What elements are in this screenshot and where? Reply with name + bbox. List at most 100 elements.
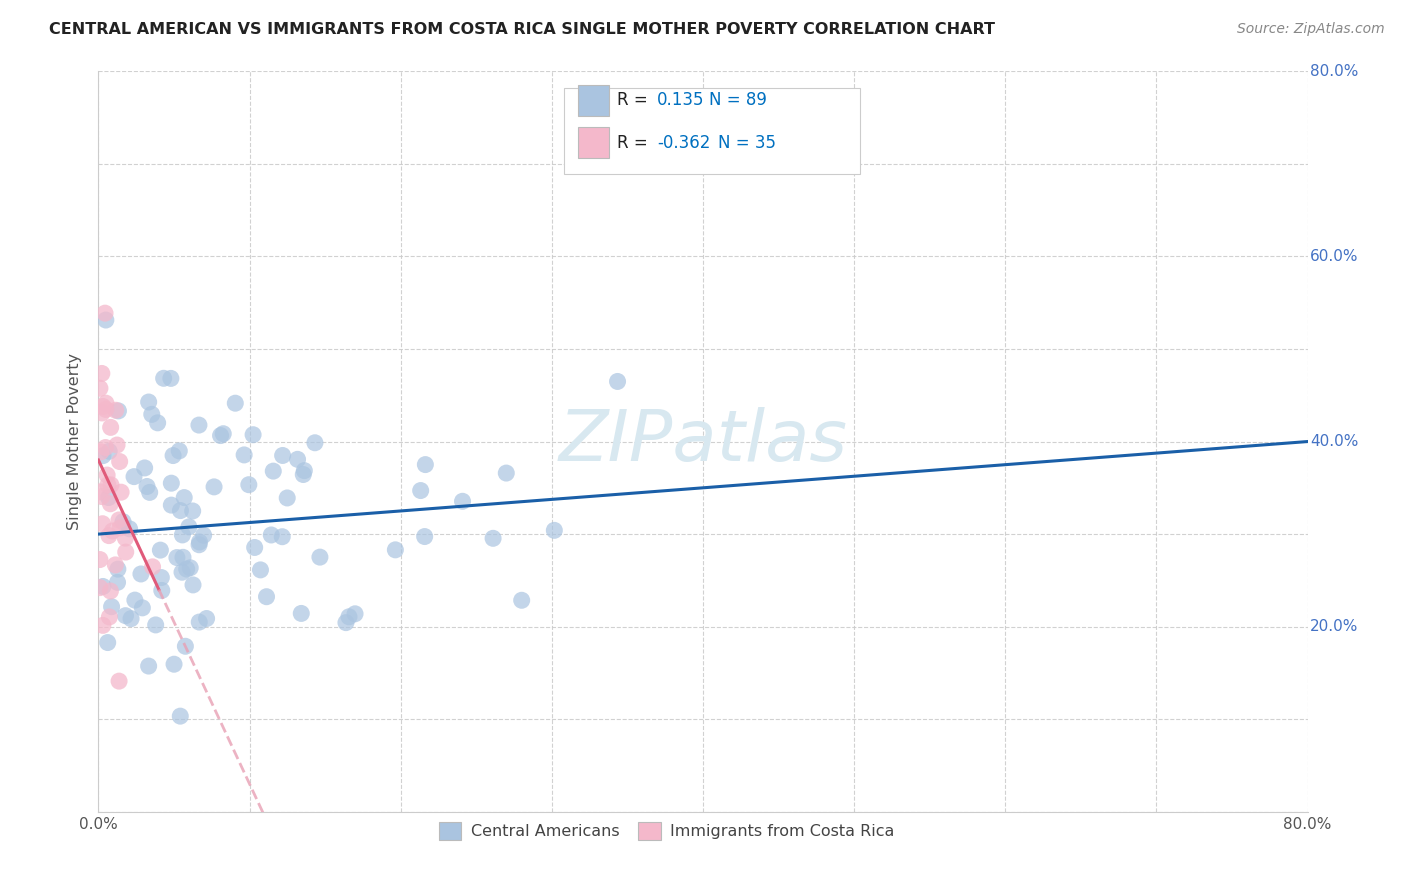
Point — [169, 503, 191, 517]
Point — [172, 528, 194, 542]
Point — [271, 449, 294, 463]
Point — [89, 552, 111, 566]
Point — [163, 657, 186, 672]
Point — [337, 609, 360, 624]
Point — [91, 516, 114, 531]
Point — [97, 491, 120, 505]
Point — [173, 491, 195, 505]
Point — [188, 535, 211, 549]
Point — [100, 584, 122, 599]
Point — [91, 618, 114, 632]
Point — [256, 590, 278, 604]
Text: 20.0%: 20.0% — [1310, 619, 1358, 634]
Point — [101, 524, 124, 538]
Point — [94, 313, 117, 327]
Point — [91, 406, 114, 420]
Point — [138, 485, 160, 500]
Point — [94, 396, 117, 410]
Text: -0.362: -0.362 — [657, 134, 710, 152]
Text: N = 35: N = 35 — [717, 134, 776, 152]
Point — [166, 550, 188, 565]
Point — [176, 562, 198, 576]
Y-axis label: Single Mother Poverty: Single Mother Poverty — [67, 353, 83, 530]
Text: 60.0%: 60.0% — [1310, 249, 1358, 264]
FancyBboxPatch shape — [578, 85, 609, 116]
Legend: Central Americans, Immigrants from Costa Rica: Central Americans, Immigrants from Costa… — [430, 814, 903, 848]
Point — [188, 538, 211, 552]
Point — [413, 530, 436, 544]
Point — [100, 497, 122, 511]
Point — [384, 542, 406, 557]
Text: R =: R = — [617, 91, 654, 109]
Point — [138, 395, 160, 409]
Point — [100, 599, 122, 614]
Text: 80.0%: 80.0% — [1310, 64, 1358, 78]
Point — [94, 441, 117, 455]
Point — [90, 445, 112, 459]
Point — [177, 520, 200, 534]
Point — [134, 461, 156, 475]
Point — [224, 396, 246, 410]
Point — [276, 491, 298, 505]
Text: CENTRAL AMERICAN VS IMMIGRANTS FROM COSTA RICA SINGLE MOTHER POVERTY CORRELATION: CENTRAL AMERICAN VS IMMIGRANTS FROM COST… — [49, 22, 995, 37]
Point — [292, 464, 315, 478]
Point — [107, 562, 129, 576]
Point — [91, 579, 114, 593]
Point — [120, 612, 142, 626]
Point — [162, 449, 184, 463]
Point — [233, 448, 256, 462]
Point — [131, 600, 153, 615]
Point — [105, 438, 128, 452]
Point — [292, 467, 315, 482]
Text: R =: R = — [617, 134, 654, 152]
Point — [136, 479, 159, 493]
Point — [129, 566, 152, 581]
Point — [112, 515, 135, 529]
Point — [238, 477, 260, 491]
Point — [150, 583, 173, 598]
Point — [344, 607, 367, 621]
Point — [212, 426, 235, 441]
Point — [495, 466, 517, 480]
Point — [172, 550, 194, 565]
Point — [122, 469, 145, 483]
Point — [100, 420, 122, 434]
Point — [89, 484, 111, 499]
Point — [114, 545, 136, 559]
Point — [187, 418, 209, 433]
Point — [195, 611, 218, 625]
Point — [304, 435, 326, 450]
Point — [174, 640, 197, 654]
Point — [98, 610, 121, 624]
Point — [108, 513, 131, 527]
Point — [606, 375, 628, 389]
Point — [104, 403, 127, 417]
Point — [108, 454, 131, 468]
Point — [124, 593, 146, 607]
Point — [114, 531, 136, 545]
Point — [169, 709, 191, 723]
Point — [98, 444, 121, 458]
Point — [451, 494, 474, 508]
Point — [202, 480, 225, 494]
Point — [181, 578, 204, 592]
Point — [482, 531, 505, 545]
Point — [108, 674, 131, 689]
Point — [160, 476, 183, 491]
Point — [138, 659, 160, 673]
Point — [249, 563, 271, 577]
Point — [145, 618, 167, 632]
Point — [271, 530, 294, 544]
Point — [104, 558, 127, 572]
Point — [107, 404, 129, 418]
Point — [89, 381, 111, 395]
Point — [243, 541, 266, 555]
Point — [94, 306, 117, 320]
Text: Source: ZipAtlas.com: Source: ZipAtlas.com — [1237, 22, 1385, 37]
Text: ZIPatlas: ZIPatlas — [558, 407, 848, 476]
Text: 40.0%: 40.0% — [1310, 434, 1358, 449]
Point — [415, 458, 437, 472]
Point — [510, 593, 533, 607]
Text: 0.135: 0.135 — [657, 91, 704, 109]
Point — [169, 444, 191, 458]
